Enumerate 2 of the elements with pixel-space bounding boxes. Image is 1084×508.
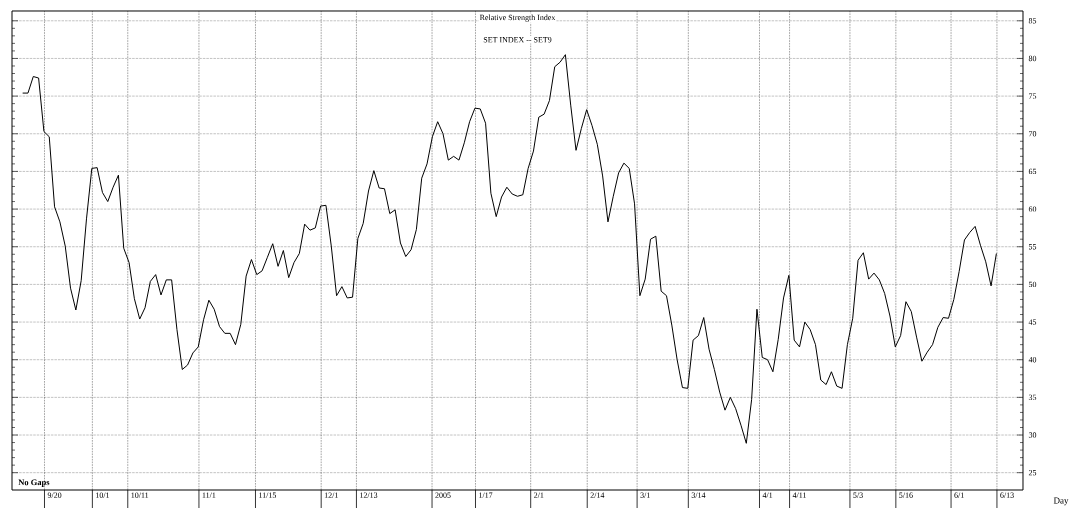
annotation: No Gaps [18, 479, 50, 487]
x-axis-title: Day [1053, 497, 1069, 506]
